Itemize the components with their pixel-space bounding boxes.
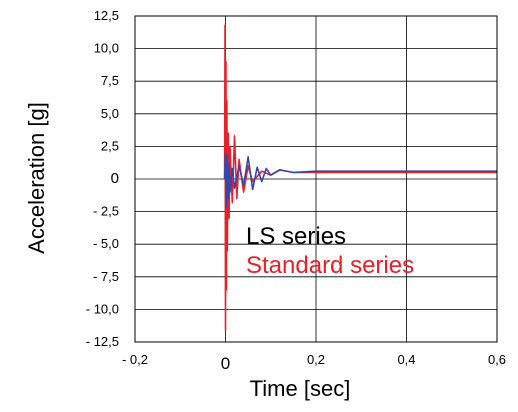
y-tick-label: 5,0 xyxy=(101,106,119,121)
y-tick-label: 10,0 xyxy=(94,41,119,56)
y-axis-title: Acceleration [g] xyxy=(24,102,49,254)
series-line-standard-series xyxy=(223,24,497,332)
x-tick-label: - 0,2 xyxy=(122,352,148,367)
y-tick-label: - 12,5 xyxy=(86,334,119,349)
x-tick-label: 0,4 xyxy=(397,352,415,367)
x-tick-labels: - 0,2 0 0,2 0,4 0,6 xyxy=(122,352,506,373)
y-tick-label: - 10,0 xyxy=(86,301,119,316)
y-tick-label: 7,5 xyxy=(101,73,119,88)
legend-label-standard-series: Standard series xyxy=(246,252,414,279)
x-tick-label: 0,2 xyxy=(307,352,325,367)
x-axis-title: Time [sec] xyxy=(250,376,351,401)
y-tick-labels: 12,5 10,0 7,5 5,0 2,5 0 - 2,5 - 5,0 - 7,5 - 10,0 -… xyxy=(86,8,119,349)
x-tick-label: 0 xyxy=(221,354,230,373)
plot-area-frame xyxy=(134,15,498,343)
y-tick-label: 2,5 xyxy=(101,138,119,153)
y-tick-label: 12,5 xyxy=(94,8,119,23)
y-tick-label: - 2,5 xyxy=(93,204,119,219)
y-tick-label: - 5,0 xyxy=(93,236,119,251)
series-layer xyxy=(223,24,497,332)
series-line-ls-series xyxy=(223,152,497,209)
y-tick-label: - 7,5 xyxy=(93,269,119,284)
x-tick-label: 0,6 xyxy=(488,352,506,367)
y-tick-label: 0 xyxy=(111,170,119,187)
legend-label-ls-series: LS series xyxy=(246,223,346,250)
